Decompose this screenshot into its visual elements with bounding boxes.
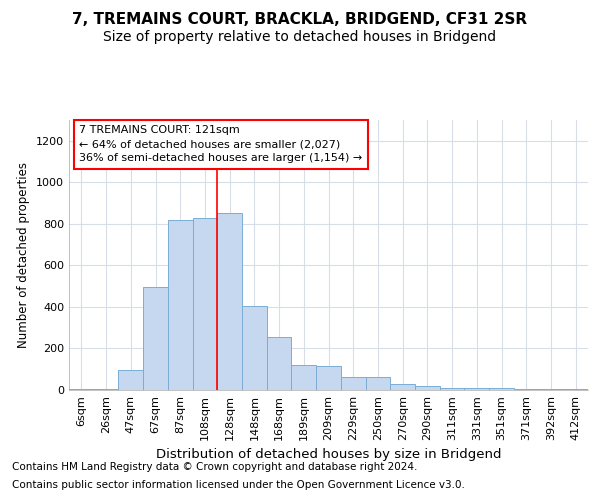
Bar xyxy=(168,220,193,390)
Text: Contains public sector information licensed under the Open Government Licence v3: Contains public sector information licen… xyxy=(12,480,465,490)
Bar xyxy=(341,376,365,390)
Bar xyxy=(193,218,217,390)
Bar xyxy=(267,337,292,390)
Text: 7, TREMAINS COURT, BRACKLA, BRIDGEND, CF31 2SR: 7, TREMAINS COURT, BRACKLA, BRIDGEND, CF… xyxy=(73,12,527,28)
Y-axis label: Number of detached properties: Number of detached properties xyxy=(17,162,31,348)
Bar xyxy=(143,287,168,390)
Bar xyxy=(292,365,316,390)
Bar xyxy=(539,389,563,390)
Bar xyxy=(217,214,242,390)
Bar xyxy=(563,389,588,390)
Bar xyxy=(69,389,94,390)
Bar xyxy=(514,389,539,390)
Bar xyxy=(94,389,118,390)
Bar xyxy=(118,370,143,390)
Bar xyxy=(365,376,390,390)
Bar xyxy=(316,366,341,390)
Bar xyxy=(390,384,415,390)
Bar xyxy=(464,388,489,390)
X-axis label: Distribution of detached houses by size in Bridgend: Distribution of detached houses by size … xyxy=(156,448,501,462)
Bar xyxy=(415,386,440,390)
Text: Contains HM Land Registry data © Crown copyright and database right 2024.: Contains HM Land Registry data © Crown c… xyxy=(12,462,418,472)
Bar xyxy=(440,388,464,390)
Bar xyxy=(242,306,267,390)
Text: Size of property relative to detached houses in Bridgend: Size of property relative to detached ho… xyxy=(103,30,497,44)
Bar xyxy=(489,388,514,390)
Text: 7 TREMAINS COURT: 121sqm
← 64% of detached houses are smaller (2,027)
36% of sem: 7 TREMAINS COURT: 121sqm ← 64% of detach… xyxy=(79,126,362,164)
